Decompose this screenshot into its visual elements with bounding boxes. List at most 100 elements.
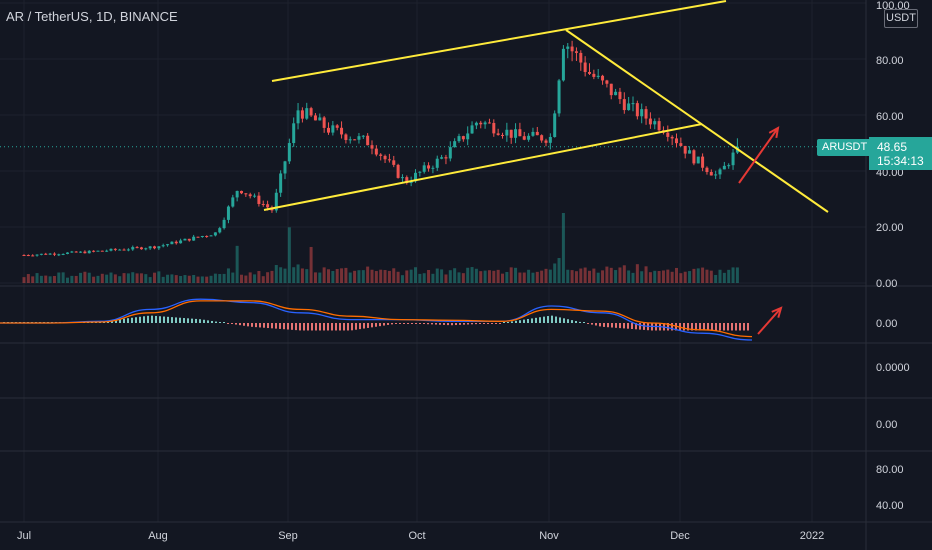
macd-histogram-bar	[699, 323, 701, 331]
candle-body	[226, 206, 230, 220]
volume-bars	[22, 213, 739, 283]
candle-body	[409, 181, 413, 184]
candle-body	[666, 132, 670, 137]
candle-body	[622, 99, 626, 111]
volume-bar	[92, 276, 96, 283]
macd-histogram-bar	[291, 323, 293, 330]
price-axis: 100.0080.0060.0040.0020.000.000.000.0000…	[876, 0, 910, 512]
macd-histogram-bar	[367, 323, 369, 328]
volume-bar	[322, 267, 326, 283]
macd-histogram-bar	[623, 323, 625, 329]
volume-bar	[179, 276, 183, 283]
candle-body	[435, 158, 439, 168]
macd-histogram-bar	[355, 323, 357, 330]
candle-body	[653, 121, 657, 125]
candle-body	[379, 154, 383, 156]
volume-bar	[487, 270, 491, 283]
candle-body	[340, 127, 344, 135]
signal-line	[0, 300, 753, 338]
candle-body	[644, 109, 648, 119]
candle-body	[422, 165, 426, 172]
volume-bar	[561, 213, 565, 283]
volume-bar	[427, 270, 431, 283]
macd-histogram-bar	[239, 323, 241, 326]
candle-body	[44, 253, 48, 255]
candle-body	[209, 235, 213, 237]
macd-histogram-bar	[179, 317, 181, 323]
macd-histogram-bar	[299, 323, 301, 331]
price-axis-label: 0.00	[876, 278, 897, 290]
candle-body	[683, 145, 687, 154]
macd-histogram-bar	[515, 320, 517, 323]
candle-body	[501, 134, 504, 136]
candle-body	[692, 150, 696, 164]
macd-histogram-bar	[399, 323, 401, 324]
volume-bar	[570, 270, 574, 283]
candle-body	[387, 159, 391, 161]
volume-bar	[622, 265, 626, 283]
volume-bar	[666, 269, 670, 283]
macd-histogram-bar	[235, 323, 237, 325]
volume-bar	[544, 268, 548, 283]
candle-body	[496, 133, 500, 135]
candle-body	[187, 238, 191, 241]
candle-body	[113, 248, 117, 250]
candle-body	[648, 118, 652, 125]
volume-bar	[535, 271, 539, 283]
candle-body	[327, 127, 330, 133]
volume-bar	[592, 268, 596, 283]
volume-bar	[722, 272, 726, 283]
macd-histogram-bar	[283, 323, 285, 330]
macd-histogram-bar	[231, 323, 233, 324]
volume-bar	[257, 271, 261, 283]
macd-histogram-bar	[407, 323, 409, 324]
volume-bar	[327, 269, 330, 283]
candle-body	[79, 251, 83, 253]
macd-histogram-bar	[575, 321, 577, 323]
volume-bar	[370, 269, 374, 283]
candle-body	[374, 148, 378, 155]
candle-body	[170, 241, 174, 245]
symbol-badge: ARUSDT	[817, 139, 873, 156]
macd-arrow-head	[771, 306, 783, 318]
candle-body	[96, 250, 100, 252]
candle-body	[192, 236, 196, 241]
volume-bar	[444, 274, 448, 283]
trendline-drawings[interactable]	[263, 0, 829, 335]
macd-pane	[0, 298, 753, 341]
macd-histogram-bar	[603, 323, 605, 327]
volume-bar	[118, 276, 122, 283]
volume-bar	[148, 277, 152, 283]
volume-bar	[688, 271, 692, 283]
macd-histogram-bar	[471, 323, 473, 325]
candle-body	[527, 135, 531, 140]
volume-bar	[187, 275, 191, 283]
volume-bar	[522, 272, 526, 283]
candle-body	[157, 246, 161, 249]
macd-histogram-bar	[695, 323, 697, 331]
macd-histogram-bar	[371, 323, 373, 328]
volume-bar	[675, 267, 678, 283]
volume-bar	[714, 274, 718, 283]
macd-histogram-bar	[423, 323, 425, 325]
macd-histogram-bar	[451, 323, 453, 326]
volume-bar	[296, 264, 300, 283]
candle-body	[300, 110, 304, 119]
macd-histogram-bar	[207, 320, 209, 323]
volume-bar	[79, 272, 83, 283]
time-axis-label: Aug	[148, 530, 168, 542]
macd-histogram-bar	[667, 323, 669, 331]
candle-body	[679, 143, 683, 146]
volume-bar	[183, 275, 187, 283]
macd-histogram-bar	[115, 319, 117, 323]
currency-unit-badge[interactable]: USDT	[884, 9, 918, 28]
candle-body	[153, 246, 156, 249]
macd-histogram-bar	[139, 316, 141, 323]
volume-bar	[248, 272, 252, 283]
volume-bar	[35, 273, 39, 283]
candle-body	[640, 109, 644, 117]
candle-body	[309, 108, 313, 116]
macd-histogram-bar	[703, 323, 705, 331]
volume-bar	[170, 274, 174, 283]
